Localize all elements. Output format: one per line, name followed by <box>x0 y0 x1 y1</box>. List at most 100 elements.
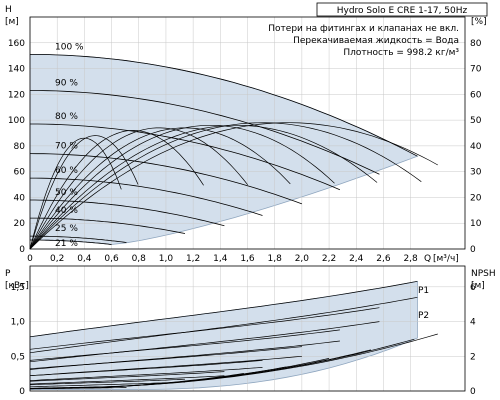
x-tick-label: 0 <box>27 254 33 264</box>
efficiency-curve <box>29 124 335 250</box>
x-tick-label: 1,0 <box>159 254 174 264</box>
efficiency-curve <box>29 137 122 250</box>
x-axis-label: Q <box>424 254 431 264</box>
speed-label: 80 % <box>55 112 78 122</box>
speed-label: 25 % <box>55 224 78 234</box>
y2-tick-label: 30 <box>470 168 482 178</box>
legend-p2: P2 <box>418 311 429 321</box>
head-curve <box>30 217 186 234</box>
head-curve <box>29 153 303 205</box>
p1-curve <box>29 371 225 382</box>
p1-curve <box>29 307 380 350</box>
y-tick-label: 100 <box>8 116 25 126</box>
y-tick-label: 80 <box>14 142 26 152</box>
p2-curve <box>29 321 380 363</box>
y2-axis-unit: [м] <box>471 281 485 291</box>
x-tick-label: 1,8 <box>268 254 283 264</box>
p1-curve <box>29 329 340 361</box>
y2-tick-label: 6 <box>470 283 476 293</box>
y2-tick-label: 40 <box>470 142 482 152</box>
x-tick-label: 2,8 <box>403 254 418 264</box>
y-tick-label: 40 <box>14 193 26 203</box>
y2-axis-unit: [%] <box>471 17 487 27</box>
efficiency-curve <box>29 135 139 250</box>
x-tick-label: 2,4 <box>349 254 364 264</box>
speed-label: 70 % <box>55 142 78 152</box>
y-tick-label: 0 <box>19 387 25 397</box>
y2-tick-label: 70 <box>470 65 482 75</box>
x-tick-label: 0,4 <box>77 254 92 264</box>
p2-curve <box>29 381 186 388</box>
title-box <box>316 2 488 17</box>
y-tick-label: 120 <box>8 90 25 100</box>
efficiency-curve <box>29 122 438 250</box>
head-curve <box>30 123 341 191</box>
head-curve <box>30 90 380 175</box>
npsh-curve <box>30 373 244 389</box>
y-tick-label: 1,5 <box>11 283 25 293</box>
y2-tick-label: 60 <box>470 90 482 100</box>
speed-label: 40 % <box>55 206 78 216</box>
y2-tick-label: 2 <box>470 352 476 362</box>
p2-curve <box>29 375 225 385</box>
y2-tick-label: 0 <box>470 387 476 397</box>
x-tick-label: 2,2 <box>322 254 336 264</box>
note-liquid: Перекачиваемая жидкость = Вода <box>293 36 459 46</box>
y2-tick-label: 4 <box>470 318 476 328</box>
head-curve <box>30 199 225 227</box>
x-tick-label: 1,6 <box>240 254 255 264</box>
y-tick-label: 0 <box>19 245 25 255</box>
note-fittings: Потери на фитингах и клапанах не вкл. <box>268 24 459 34</box>
p2-curve <box>29 296 418 354</box>
p1-curve <box>29 360 263 377</box>
efficiency-curve <box>29 130 204 250</box>
head-plot-frame <box>29 16 466 250</box>
y-tick-label: 140 <box>8 65 25 75</box>
p1-curve <box>29 346 302 370</box>
head-curve <box>30 239 112 245</box>
p1-curve <box>29 280 418 338</box>
x-tick-label: 1,4 <box>213 254 228 264</box>
x-axis-unit: [м³/ч] <box>433 254 459 264</box>
y-axis-label: H <box>5 5 12 15</box>
speed-label: 100 % <box>55 42 84 52</box>
x-tick-label: 1,2 <box>186 254 200 264</box>
head-curve <box>30 54 418 157</box>
chart-title: Hydro Solo E CRE 1-17, 50Hz <box>337 6 468 16</box>
y-axis-unit: [кВт] <box>5 281 29 291</box>
speed-label: 90 % <box>55 78 78 88</box>
y2-tick-label: 10 <box>470 219 482 229</box>
speed-label: 21 % <box>55 239 78 249</box>
y2-axis-label: NPSH <box>471 269 496 279</box>
head-curve <box>30 235 127 243</box>
y2-tick-label: 20 <box>470 193 482 203</box>
p1-curve <box>29 378 186 386</box>
y-tick-label: 160 <box>8 39 25 49</box>
p2-curve <box>29 367 263 381</box>
x-tick-label: 0,2 <box>50 254 64 264</box>
legend-p1: P1 <box>418 286 429 296</box>
y-tick-label: 60 <box>14 168 26 178</box>
y2-tick-label: 80 <box>470 39 482 49</box>
y-axis-unit: [м] <box>5 17 19 27</box>
y2-tick-label: 0 <box>470 245 476 255</box>
chart-labels: Hydro Solo E CRE 1-17, 50Hz Потери на фи… <box>268 2 488 58</box>
speed-label: 60 % <box>55 166 78 176</box>
y-tick-label: 1,0 <box>11 318 26 328</box>
power-plot-frame <box>29 265 466 392</box>
efficiency-curve <box>29 124 378 250</box>
y-axis-label: P <box>5 269 11 279</box>
x-tick-label: 0,6 <box>104 254 119 264</box>
head-plot: 0 0,2 0,4 0,6 0,8 1,0 1,2 1,4 1,6 1,8 2,0 2,2 2,4 2,6… <box>5 5 487 264</box>
note-density: Плотность = 998.2 кг/м³ <box>343 48 459 58</box>
power-plot: 0 0,5 1,0 1,5 0 2 4 6 P [кВт] NPSH [м] P1 P2 <box>5 265 496 397</box>
x-tick-label: 2,0 <box>295 254 310 264</box>
y-tick-label: 20 <box>14 219 26 229</box>
speed-label: 50 % <box>55 188 78 198</box>
head-curve <box>30 177 263 216</box>
x-tick-label: 0,8 <box>132 254 147 264</box>
y-tick-label: 0,5 <box>11 352 25 362</box>
x-tick-label: 2,6 <box>376 254 391 264</box>
efficiency-curve <box>29 127 291 250</box>
